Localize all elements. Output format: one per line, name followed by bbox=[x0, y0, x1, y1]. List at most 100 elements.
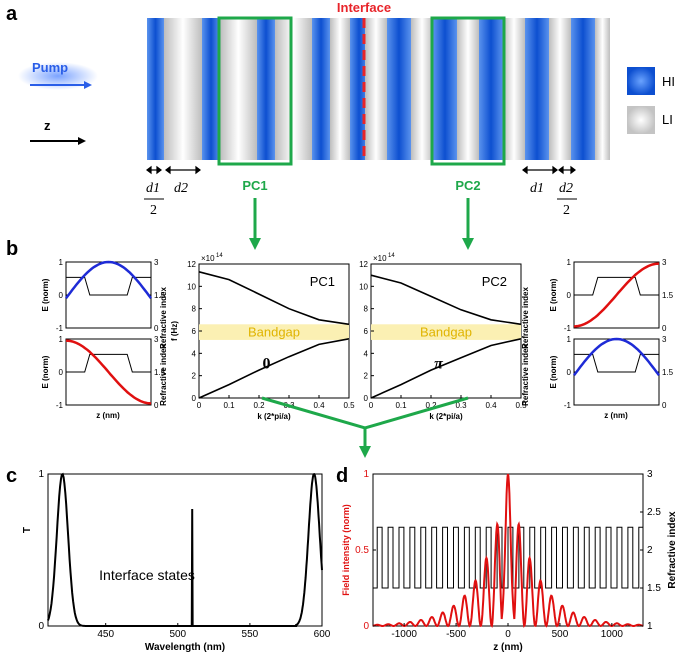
pc1-band-ylabel: f (Hz) bbox=[170, 321, 179, 341]
pc2-bottom-profile-ntick-label: 0 bbox=[662, 401, 667, 410]
pc2-bottom-profile-ntick-label: 3 bbox=[662, 335, 667, 344]
pc2-band-ytick-label: 4 bbox=[364, 349, 369, 358]
pc1-bottom-profile-ntick-label: 0 bbox=[154, 401, 159, 410]
dim-d2-right: d2 bbox=[559, 181, 573, 196]
pc2-top-profile-field-curve bbox=[573, 262, 660, 328]
pc1-band-exp-power: 14 bbox=[216, 253, 223, 259]
pc2-top-profile-ytick-label: 0 bbox=[567, 291, 572, 300]
pc2-band-xtick-label: 0.2 bbox=[425, 401, 437, 410]
pc2-band-xtick-label: 0.5 bbox=[515, 401, 527, 410]
index-ytick-label: 1 bbox=[647, 621, 653, 632]
z-arrow-icon bbox=[78, 137, 86, 145]
pc2-top-profile-ytick-label: -1 bbox=[564, 324, 572, 333]
pc1-band-bandgap-region bbox=[199, 324, 349, 340]
hi-layer bbox=[479, 18, 503, 160]
dim-d1-right: d1 bbox=[530, 181, 544, 196]
pump-glow bbox=[18, 62, 98, 90]
pc2-bottom-profile-ytick-label: -1 bbox=[564, 401, 572, 410]
transmission-frame bbox=[47, 473, 323, 627]
li-layer bbox=[503, 18, 525, 160]
hi-layer bbox=[147, 18, 164, 160]
pc2-top-profile-ntick-label: 3 bbox=[662, 258, 667, 267]
pc2-band-exp-base: ×10 bbox=[373, 254, 387, 263]
pc2-band-band-1 bbox=[370, 338, 522, 399]
pc2-band-xtick-label: 0.4 bbox=[485, 401, 497, 410]
index-ytick-label: 2.5 bbox=[647, 507, 661, 518]
hi-layer bbox=[525, 18, 549, 160]
interface-label: Interface bbox=[337, 0, 391, 15]
transmission-xtick-label: 500 bbox=[169, 629, 186, 640]
pc2-top-nlabel: Refractive index bbox=[521, 287, 530, 349]
pc2-band-title: PC2 bbox=[482, 274, 507, 289]
panel-label-a: a bbox=[6, 3, 18, 25]
dim-over-right: 2 bbox=[563, 203, 570, 218]
hi-layer bbox=[387, 18, 411, 160]
pc2-bottom-profile-ytick-label: 1 bbox=[567, 335, 572, 344]
dim-over-left: 2 bbox=[150, 203, 157, 218]
pc1-top-profile-ylabel: E (norm) bbox=[41, 278, 50, 311]
pc2-band-bandgap-label: Bandgap bbox=[420, 325, 472, 340]
field-ytick-label: 1 bbox=[363, 469, 369, 480]
legend-hi-swatch bbox=[627, 67, 655, 95]
pc1-bottom-profile-ytick-label: 1 bbox=[59, 335, 64, 344]
pc2-top-profile-ytick-label: 1 bbox=[567, 258, 572, 267]
pc1-top-profile-ntick-label: 1.5 bbox=[154, 291, 166, 300]
li-layer bbox=[411, 18, 433, 160]
panel-label-d: d bbox=[336, 465, 348, 487]
pc1-band-exp-base: ×10 bbox=[201, 254, 215, 263]
pc1-profile-xlabel: z (nm) bbox=[96, 411, 120, 420]
field-xtick-label: -1000 bbox=[391, 629, 417, 640]
pc2-top-profile-ntick-label: 1.5 bbox=[662, 291, 674, 300]
hi-layer bbox=[571, 18, 595, 160]
field-intensity-curve bbox=[372, 473, 644, 628]
index-ylabel: Refractive index bbox=[667, 511, 678, 589]
pc1-top-profile-field-curve bbox=[65, 260, 152, 300]
pc2-band-xtick-label: 0 bbox=[369, 401, 374, 410]
transmission-xlabel: Wavelength (nm) bbox=[145, 642, 225, 653]
hi-layer bbox=[433, 18, 457, 160]
panel-b: 1 0 -1 3 1.5 0 E (norm) 1 0 -1 3 1.5 0 E (norm) z (nm)… bbox=[41, 253, 674, 421]
transmission-ytick-label: 0 bbox=[38, 621, 44, 632]
transmission-xtick-label: 450 bbox=[97, 629, 114, 640]
index-ytick-label: 3 bbox=[647, 469, 653, 480]
pc1-band-band-1 bbox=[198, 338, 350, 399]
pc1-band-ytick-label: 6 bbox=[192, 327, 197, 336]
pc1-band-ytick-label: 2 bbox=[192, 372, 197, 381]
pc1-band-title: PC1 bbox=[310, 274, 335, 289]
pc1-band-band-0 bbox=[198, 271, 350, 326]
pc2-label: PC2 bbox=[455, 178, 480, 193]
pc2-box bbox=[430, 16, 506, 166]
pc2-top-profile-index-profile bbox=[574, 276, 659, 296]
pc1-bottom-profile-ytick-label: 0 bbox=[59, 368, 64, 377]
li-layer bbox=[457, 18, 479, 160]
li-layer bbox=[330, 18, 350, 160]
pc1-label: PC1 bbox=[242, 178, 267, 193]
pc2-bottom-profile-ntick-label: 1.5 bbox=[662, 368, 674, 377]
pc2-bottom-nlabel: Refractive index bbox=[521, 344, 530, 406]
li-layer bbox=[365, 18, 387, 160]
field-ytick-label: 0.5 bbox=[355, 545, 369, 556]
pc1-band-xtick-label: 0.4 bbox=[313, 401, 325, 410]
legend-li-swatch bbox=[627, 106, 655, 134]
interface-states-annotation: Interface states bbox=[99, 567, 195, 583]
li-layer bbox=[220, 18, 257, 160]
field-xtick-label: 500 bbox=[552, 629, 569, 640]
li-layer bbox=[549, 18, 571, 160]
pc2-band-xtick-label: 0.3 bbox=[455, 401, 467, 410]
pc2-band-bandgap-region bbox=[371, 324, 521, 340]
pc2-band-ytick-label: 2 bbox=[364, 372, 369, 381]
pc1-top-profile-ntick-label: 3 bbox=[154, 258, 159, 267]
pc2-band-ytick-label: 12 bbox=[359, 260, 368, 269]
field-xtick-label: 1000 bbox=[601, 629, 624, 640]
pc2-bottom-profile-ytick-label: 0 bbox=[567, 368, 572, 377]
hi-layer bbox=[312, 18, 330, 160]
pump-label: Pump bbox=[32, 60, 68, 75]
pc1-bottom-profile-field-curve bbox=[65, 339, 152, 405]
pc1-bottom-profile-ylabel: E (norm) bbox=[41, 355, 50, 388]
transmission-ylabel: T bbox=[22, 527, 33, 533]
pc2-top-profile-ntick-label: 0 bbox=[662, 324, 667, 333]
pc2-top-profile-ylabel: E (norm) bbox=[549, 278, 558, 311]
pc2-band-band-0 bbox=[370, 274, 522, 326]
pc1-band-ytick-label: 0 bbox=[192, 394, 197, 403]
